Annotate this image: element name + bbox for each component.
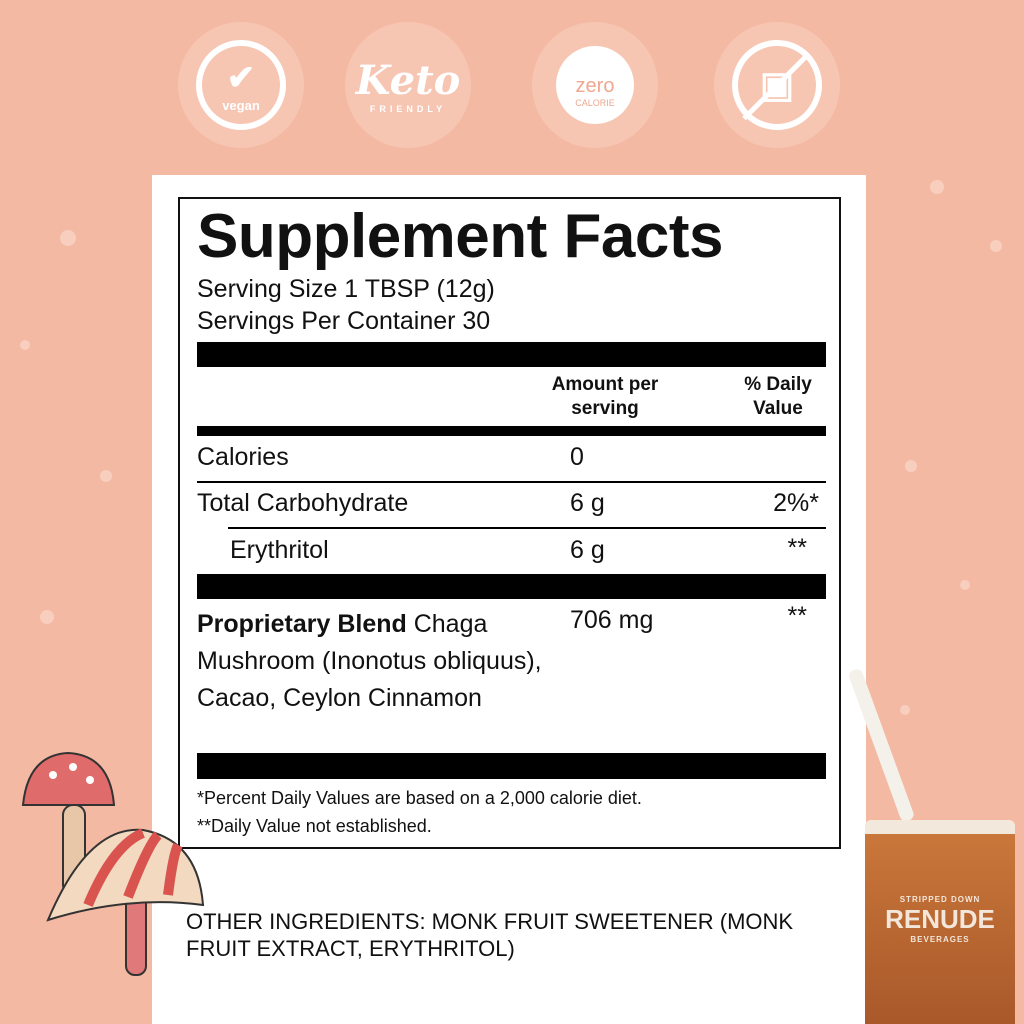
row-erythritol-dv: ** <box>787 534 807 562</box>
decor-dot <box>990 240 1002 252</box>
vegan-text: vegan <box>222 97 260 113</box>
glass <box>865 820 1015 1024</box>
servings-per-container: Servings Per Container 30 <box>197 307 491 335</box>
decor-dot <box>40 610 54 624</box>
iced-drink-photo: STRIPPED DOWN RENUDE BEVERAGES <box>847 667 1024 1024</box>
decor-dot <box>900 705 910 715</box>
blend-dv: ** <box>787 602 807 630</box>
divider-thick <box>197 753 826 779</box>
keto-leaf-icon: Keto FRIENDLY <box>356 57 461 114</box>
footnote-not-established: **Daily Value not established. <box>197 816 432 836</box>
keto-text: Keto <box>355 56 461 104</box>
decor-dot <box>905 460 917 472</box>
blend-desc: Chaga Mushroom (Inonotus obliquus), Caca… <box>197 610 542 712</box>
divider-thin <box>197 481 826 483</box>
other-ingredients: OTHER INGREDIENTS: MONK FRUIT SWEETENER … <box>186 909 794 961</box>
divider-medium <box>197 426 826 436</box>
row-carb-dv: 2%* <box>773 489 819 517</box>
decor-dot <box>100 470 112 482</box>
decor-dot <box>20 340 30 350</box>
row-carb-amount: 6 g <box>570 489 605 517</box>
zero-text: zero <box>575 74 615 97</box>
mushroom-illustration <box>21 751 205 976</box>
calorie-text: CALORIE <box>575 97 615 108</box>
no-sugar-badge: ▣ <box>714 22 840 148</box>
blend-amount: 706 mg <box>570 606 654 634</box>
decor-dot <box>930 180 944 194</box>
divider-thick <box>197 342 826 367</box>
blend-text: Proprietary Blend Chaga Mushroom (Inonot… <box>197 606 542 717</box>
divider-thick <box>197 574 826 599</box>
decor-dot <box>960 580 970 590</box>
row-carb-name: Total Carbohydrate <box>197 489 409 517</box>
row-calories-amount: 0 <box>570 443 584 471</box>
row-erythritol-name: Erythritol <box>230 536 329 564</box>
footnote-dv: *Percent Daily Values are based on a 2,0… <box>197 788 642 808</box>
no-sugar-cubes-icon: ▣ <box>732 40 822 130</box>
amount-header: Amount per serving <box>551 374 659 419</box>
zero-calorie-badge: zero CALORIE <box>532 22 658 148</box>
row-erythritol-amount: 6 g <box>570 536 605 564</box>
facts-title: Supplement Facts <box>197 202 724 271</box>
vegan-badge: ✔ vegan <box>178 22 304 148</box>
row-calories-name: Calories <box>197 443 289 471</box>
keto-subtext: FRIENDLY <box>369 103 447 114</box>
blend-name: Proprietary Blend <box>197 610 407 638</box>
label-panel <box>152 175 866 1024</box>
vegan-leaf-check-icon: ✔ vegan <box>196 40 286 130</box>
decor-dot <box>60 230 76 246</box>
serving-size: Serving Size 1 TBSP (12g) <box>197 275 495 303</box>
supplement-facts-label: Supplement Facts Serving Size 1 TBSP (12… <box>178 197 841 849</box>
renude-logo: STRIPPED DOWN RENUDE BEVERAGES <box>885 895 995 944</box>
keto-badge: Keto FRIENDLY <box>345 22 471 148</box>
scale-gauge-icon: zero CALORIE <box>556 46 634 124</box>
divider-thin <box>228 527 826 529</box>
dv-header: % Daily Value <box>744 374 812 419</box>
